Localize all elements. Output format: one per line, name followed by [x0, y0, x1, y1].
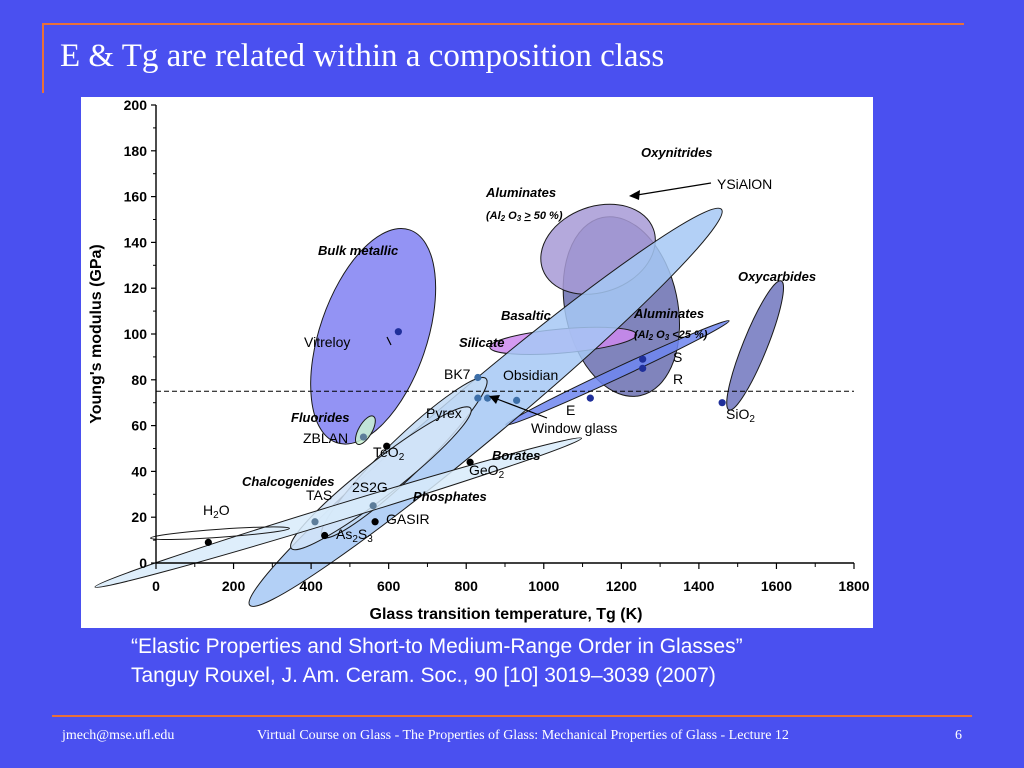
point-labels: H2O As2S3 GASIR TAS 2S2G TeO2 ZBLAN GeO2… — [203, 176, 772, 545]
y-tick-label: 140 — [124, 234, 148, 250]
annotation-arrows — [386, 182, 712, 419]
label-geo2: GeO2 — [469, 462, 505, 481]
label-zblan: ZBLAN — [303, 430, 348, 446]
footer-email: jmech@mse.ufl.edu — [62, 728, 175, 743]
x-tick-label: 1800 — [838, 578, 869, 594]
x-axis-title: Glass transition temperature, Tg (K) — [370, 606, 643, 623]
label-e: E — [566, 402, 575, 418]
arrow-window-glass-head — [489, 395, 500, 404]
x-tick-label: 400 — [299, 578, 323, 594]
point-2s2g — [369, 502, 377, 510]
label-oxycarbides: Oxycarbides — [738, 269, 816, 284]
y-tick-label: 120 — [124, 280, 148, 296]
y-tick-label: 60 — [131, 418, 147, 434]
arrow-vitreloy — [386, 336, 392, 346]
label-teo2: TeO2 — [373, 444, 405, 463]
title-rule-top — [42, 23, 964, 25]
x-tick-label: 200 — [222, 578, 246, 594]
point-geo2 — [466, 458, 474, 466]
axis-ticks: 0 20 40 60 80 100 120 140 160 180 200 0 200 400 600 800… — [124, 97, 870, 594]
citation-reference: Tanguy Rouxel, J. Am. Ceram. Soc., 90 [1… — [131, 664, 716, 687]
x-tick-label: 1000 — [528, 578, 559, 594]
label-aluminates-high-note: (Al2 O3 > 50 %) — [486, 210, 563, 223]
y-axis-title: Young's modulus (GPa) — [88, 244, 105, 424]
label-h2o: H2O — [203, 502, 230, 521]
x-tick-label: 1400 — [683, 578, 714, 594]
label-fluorides: Fluorides — [291, 410, 350, 425]
label-pyrex: Pyrex — [426, 405, 462, 421]
arrow-window-glass — [496, 398, 548, 419]
data-points — [204, 328, 726, 546]
region-chalcogenides — [94, 437, 583, 588]
y-tick-label: 0 — [139, 555, 147, 571]
arrow-ysialon-head — [629, 190, 640, 200]
label-aluminates-low: Aluminates — [633, 306, 704, 321]
x-tick-label: 1200 — [606, 578, 637, 594]
y-tick-label: 20 — [131, 509, 147, 525]
point-as2s3 — [321, 531, 329, 540]
y-tick-label: 40 — [131, 463, 147, 479]
label-oxynitrides: Oxynitrides — [641, 145, 713, 160]
y-tick-label: 180 — [124, 143, 148, 159]
label-vitreloy: Vitreloy — [304, 334, 350, 350]
label-tas: TAS — [306, 487, 332, 503]
point-gasir — [371, 518, 379, 526]
y-tick-label: 100 — [124, 326, 148, 342]
slide-title: E & Tg are related within a composition … — [60, 38, 665, 74]
label-bulk-metallic: Bulk metallic — [318, 243, 399, 258]
x-tick-label: 0 — [152, 578, 160, 594]
label-as2s3: As2S3 — [336, 526, 373, 545]
label-aluminates-high: Aluminates — [485, 185, 556, 200]
x-tick-label: 1600 — [761, 578, 792, 594]
point-window-glass — [483, 394, 492, 402]
composition-regions — [94, 203, 784, 607]
point-teo2 — [383, 442, 391, 450]
x-tick-label: 800 — [455, 578, 479, 594]
point-tas — [311, 518, 319, 526]
label-obsidian: Obsidian — [503, 367, 558, 383]
y-tick-label: 200 — [124, 97, 148, 113]
chart-svg: 0 20 40 60 80 100 120 140 160 180 200 0 200 400 600 800… — [81, 97, 873, 628]
point-pyrex — [474, 394, 482, 402]
point-bk7 — [474, 373, 482, 382]
label-window-glass: Window glass — [531, 420, 617, 436]
point-vitreloy — [394, 328, 402, 336]
footer-course-title: Virtual Course on Glass - The Properties… — [257, 728, 789, 743]
citation-title: “Elastic Properties and Short-to Medium-… — [131, 635, 743, 658]
point-sio2 — [718, 399, 726, 407]
label-s: S — [673, 349, 682, 365]
label-basaltic: Basaltic — [501, 308, 552, 323]
label-borates: Borates — [492, 448, 540, 463]
label-phosphates: Phosphates — [413, 489, 487, 504]
point-e — [586, 394, 594, 402]
x-tick-label: 600 — [377, 578, 401, 594]
label-sio2: SiO2 — [726, 406, 755, 425]
region-oxycarbides — [726, 280, 784, 411]
region-h2o — [150, 526, 290, 541]
footer-page-number: 6 — [955, 728, 962, 743]
chart-panel: 0 20 40 60 80 100 120 140 160 180 200 0 200 400 600 800… — [81, 97, 873, 628]
label-aluminates-low-note: (Al2 O3 <25 %) — [634, 329, 708, 342]
label-gasir: GASIR — [386, 511, 430, 527]
y-tick-label: 80 — [131, 372, 147, 388]
point-h2o — [204, 538, 212, 546]
citation: “Elastic Properties and Short-to Medium-… — [131, 632, 991, 690]
point-r — [639, 364, 647, 372]
point-obsidian — [513, 396, 521, 405]
region-labels: Oxynitrides Aluminates (Al2 O3 > 50 %) B… — [242, 145, 816, 504]
label-r: R — [673, 371, 683, 387]
label-silicate: Silicate — [459, 335, 505, 350]
arrow-ysialon — [636, 182, 712, 196]
point-zblan — [359, 433, 368, 441]
label-bk7: BK7 — [444, 366, 471, 382]
region-bulk-metallic — [310, 228, 437, 445]
title-rule-left — [42, 23, 44, 93]
point-s — [639, 355, 647, 363]
footer-rule — [52, 715, 972, 717]
label-chalcogenides: Chalcogenides — [242, 474, 334, 489]
label-ysialon: YSiAlON — [717, 176, 772, 192]
label-2s2g: 2S2G — [352, 479, 388, 495]
y-tick-label: 160 — [124, 189, 148, 205]
